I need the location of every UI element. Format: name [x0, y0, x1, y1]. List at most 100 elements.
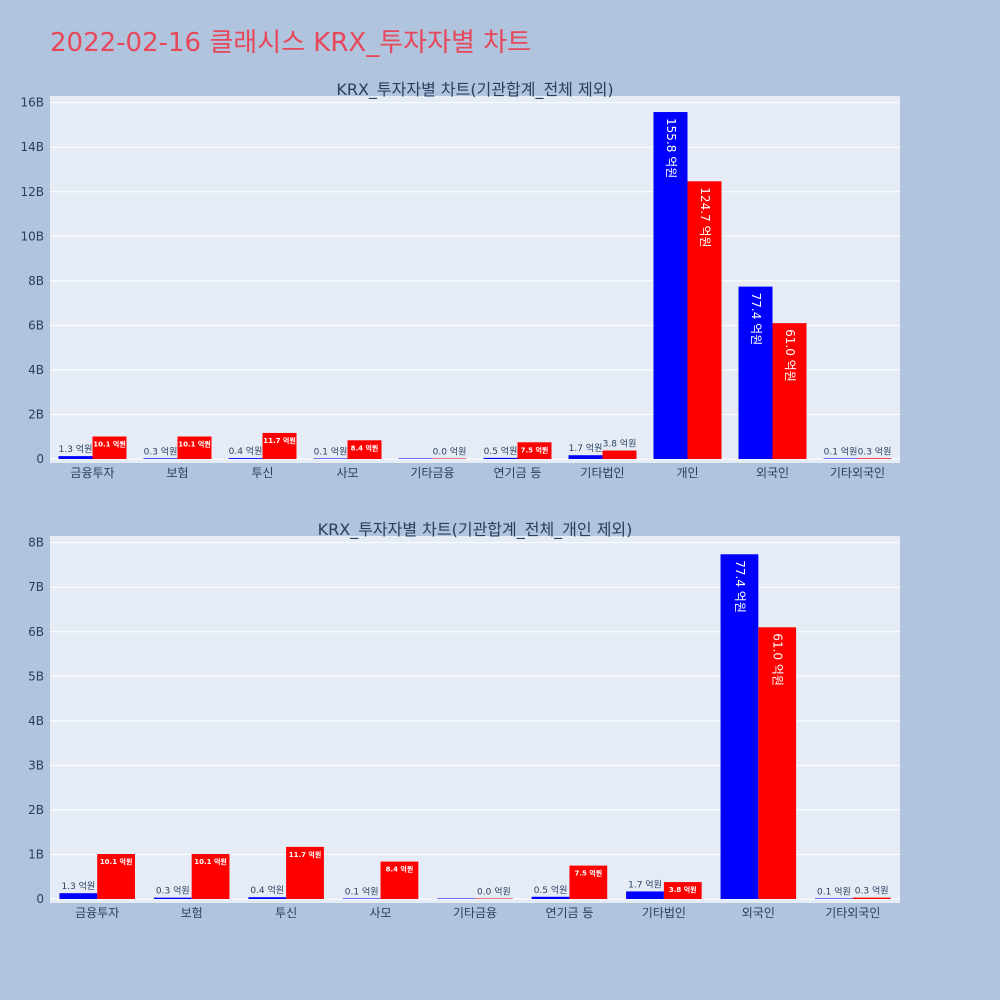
- y-tick-label: 8B: [28, 274, 44, 288]
- data-label: 77.4 억원: [749, 293, 763, 346]
- bar: [653, 112, 688, 459]
- x-tick-label: 사모: [336, 466, 358, 480]
- x-tick-label: 투신: [275, 906, 297, 920]
- bar: [248, 897, 287, 899]
- data-label: 10.1 억원: [100, 857, 133, 866]
- bar: [738, 286, 773, 459]
- data-label: 0.3 억원: [156, 885, 190, 897]
- y-tick-label: 4B: [28, 363, 44, 377]
- data-label: 155.8 억원: [664, 118, 678, 178]
- bar: [177, 436, 212, 459]
- x-tick-label: 기타법인: [642, 906, 686, 920]
- y-tick-label: 4B: [28, 714, 44, 728]
- bar: [517, 442, 552, 459]
- data-label: 0.0 억원: [477, 886, 511, 898]
- x-tick-label: 연기금 등: [494, 466, 542, 480]
- y-tick-label: 5B: [28, 669, 44, 683]
- bar: [432, 458, 467, 459]
- bar: [286, 846, 324, 899]
- x-tick-label: 기타외국인: [825, 906, 880, 920]
- bar: [626, 891, 664, 899]
- x-tick-label: 기타법인: [580, 466, 624, 480]
- bar: [823, 458, 858, 459]
- y-tick-label: 0: [36, 452, 44, 466]
- data-label: 1.7 억원: [628, 878, 662, 890]
- bar: [59, 893, 98, 899]
- x-tick-label: 기타금융: [410, 466, 454, 480]
- bar: [92, 436, 127, 459]
- data-label: 8.4 억원: [386, 865, 414, 874]
- data-label: 61.0 억원: [771, 633, 785, 686]
- data-label: 0.4 억원: [250, 884, 284, 896]
- bar: [143, 458, 178, 459]
- bar: [720, 554, 759, 899]
- page-title: 2022-02-16 클래시스 KRX_투자자별 차트: [50, 28, 532, 58]
- data-label: 1.7 억원: [569, 442, 603, 454]
- data-label: 0.5 억원: [484, 445, 518, 457]
- chart-title: KRX_투자자별 차트(기관합계_전체 제외): [336, 80, 613, 100]
- bar: [772, 323, 807, 459]
- data-label: 1.3 억원: [61, 880, 95, 892]
- data-label: 0.3 억원: [855, 885, 889, 897]
- bar: [262, 432, 297, 459]
- y-tick-label: 1B: [28, 847, 44, 861]
- y-tick-label: 14B: [20, 140, 44, 154]
- x-tick-label: 투신: [251, 466, 273, 480]
- bar: [191, 854, 230, 899]
- data-label: 0.3 억원: [144, 445, 178, 457]
- bar: [228, 458, 263, 459]
- x-tick-label: 외국인: [756, 466, 789, 480]
- data-label: 10.1 억원: [178, 440, 211, 449]
- y-tick-label: 12B: [20, 185, 44, 199]
- data-label: 0.1 억원: [345, 886, 379, 898]
- data-label: 11.7 억원: [289, 850, 322, 859]
- bar: [857, 458, 892, 459]
- x-tick-label: 기타금융: [453, 906, 497, 920]
- data-label: 3.8 억원: [603, 438, 637, 450]
- bar: [58, 456, 93, 459]
- data-label: 11.7 억원: [263, 436, 296, 445]
- y-tick-label: 0: [36, 892, 44, 906]
- bar: [663, 882, 702, 899]
- x-tick-label: 보험: [181, 906, 203, 920]
- x-tick-label: 외국인: [742, 906, 775, 920]
- x-tick-label: 연기금 등: [545, 906, 593, 920]
- bar: [531, 896, 570, 899]
- data-label: 0.0 억원: [433, 446, 467, 458]
- data-label: 77.4 억원: [733, 560, 747, 613]
- chart-title: KRX_투자자별 차트(기관합계_전체_개인 제외): [318, 520, 633, 540]
- y-tick-label: 6B: [28, 625, 44, 639]
- data-label: 61.0 억원: [783, 329, 797, 382]
- x-tick-label: 금융투자: [70, 466, 114, 480]
- data-label: 10.1 억원: [194, 857, 227, 866]
- x-tick-label: 개인: [676, 466, 698, 480]
- bar: [398, 458, 433, 459]
- bar: [852, 897, 891, 899]
- y-tick-label: 16B: [20, 96, 44, 110]
- chart-2: 0 1B 2B 3B 4B 5B 6B 7B 8B KRX_투자자별 차트(기관합계_전체_개인 …: [28, 520, 900, 920]
- x-tick-label: 기타외국인: [830, 466, 885, 480]
- x-tick-label: 보험: [166, 466, 188, 480]
- chart-1: 0 2B 4B 6B 8B 10B 12B 14B 16B KRX_투자자별 차트(기관합계_전체…: [20, 80, 900, 480]
- data-label: 3.8 억원: [669, 885, 697, 894]
- bar: [380, 861, 419, 899]
- data-label: 8.4 억원: [351, 443, 379, 452]
- data-label: 10.1 억원: [93, 440, 126, 449]
- y-tick-label: 10B: [20, 229, 44, 243]
- bar: [602, 450, 637, 459]
- y-tick-label: 6B: [28, 318, 44, 332]
- data-label: 0.4 억원: [229, 445, 263, 457]
- data-label: 0.1 억원: [824, 446, 858, 458]
- bar: [569, 865, 608, 899]
- y-tick-label: 8B: [28, 536, 44, 550]
- bar: [815, 898, 853, 899]
- x-tick-label: 사모: [370, 906, 392, 920]
- y-tick-label: 2B: [28, 803, 44, 817]
- bar: [313, 458, 348, 459]
- bar: [475, 898, 513, 899]
- data-label: 1.3 억원: [59, 443, 93, 455]
- data-label: 7.5 억원: [521, 445, 549, 454]
- data-label: 0.1 억원: [817, 886, 851, 898]
- bar: [758, 627, 797, 899]
